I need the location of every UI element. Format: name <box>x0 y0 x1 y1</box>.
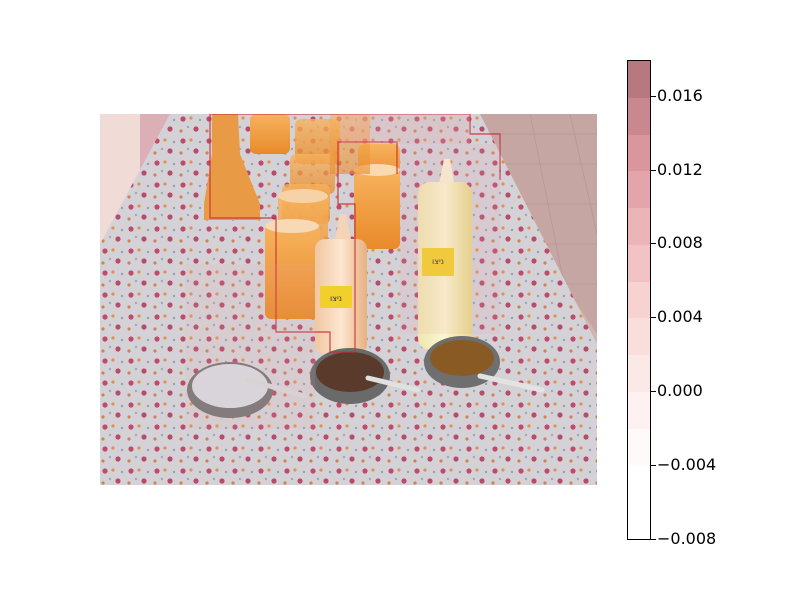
colorbar-band <box>628 318 650 356</box>
colorbar-band <box>628 134 650 172</box>
colorbar-band <box>628 428 650 466</box>
colorbar-band <box>628 208 650 246</box>
colorbar-band <box>628 97 650 136</box>
colorbar-tick <box>651 391 656 392</box>
colorbar-tick-label: 0.008 <box>657 233 703 252</box>
colorbar-tick <box>651 317 656 318</box>
colorbar-tick-label: −0.004 <box>657 455 717 474</box>
colorbar-tick-label: 0.004 <box>657 307 703 326</box>
colorbar-tick <box>651 243 656 244</box>
colorbar-tick <box>651 465 656 466</box>
colorbar-band <box>628 281 650 319</box>
colorbar-band <box>628 171 650 209</box>
colorbar-tick-label: −0.008 <box>657 529 717 548</box>
colorbar-band <box>628 355 650 393</box>
colorbar-tick-label: 0.016 <box>657 86 703 105</box>
colorbar-tick <box>651 96 656 97</box>
colorbar-gradient <box>628 61 650 540</box>
colorbar-band <box>628 244 650 283</box>
bottle-label-left: ניצו <box>330 294 342 303</box>
bottle-label-right: ניצו <box>432 257 444 266</box>
colorbar-tick-label: 0.000 <box>657 381 703 400</box>
colorbar-band <box>628 502 650 540</box>
table-photo: ניצו ניצו <box>100 114 597 485</box>
colorbar-tick-label: 0.012 <box>657 160 703 179</box>
colorbar-band <box>628 391 650 430</box>
colorbar-band <box>628 465 650 503</box>
colorbar-band <box>628 61 650 99</box>
colorbar-tick <box>651 539 656 540</box>
colorbar-tick <box>651 170 656 171</box>
colorbar <box>627 60 651 540</box>
photo-panel: ניצו ניצו <box>100 114 597 485</box>
